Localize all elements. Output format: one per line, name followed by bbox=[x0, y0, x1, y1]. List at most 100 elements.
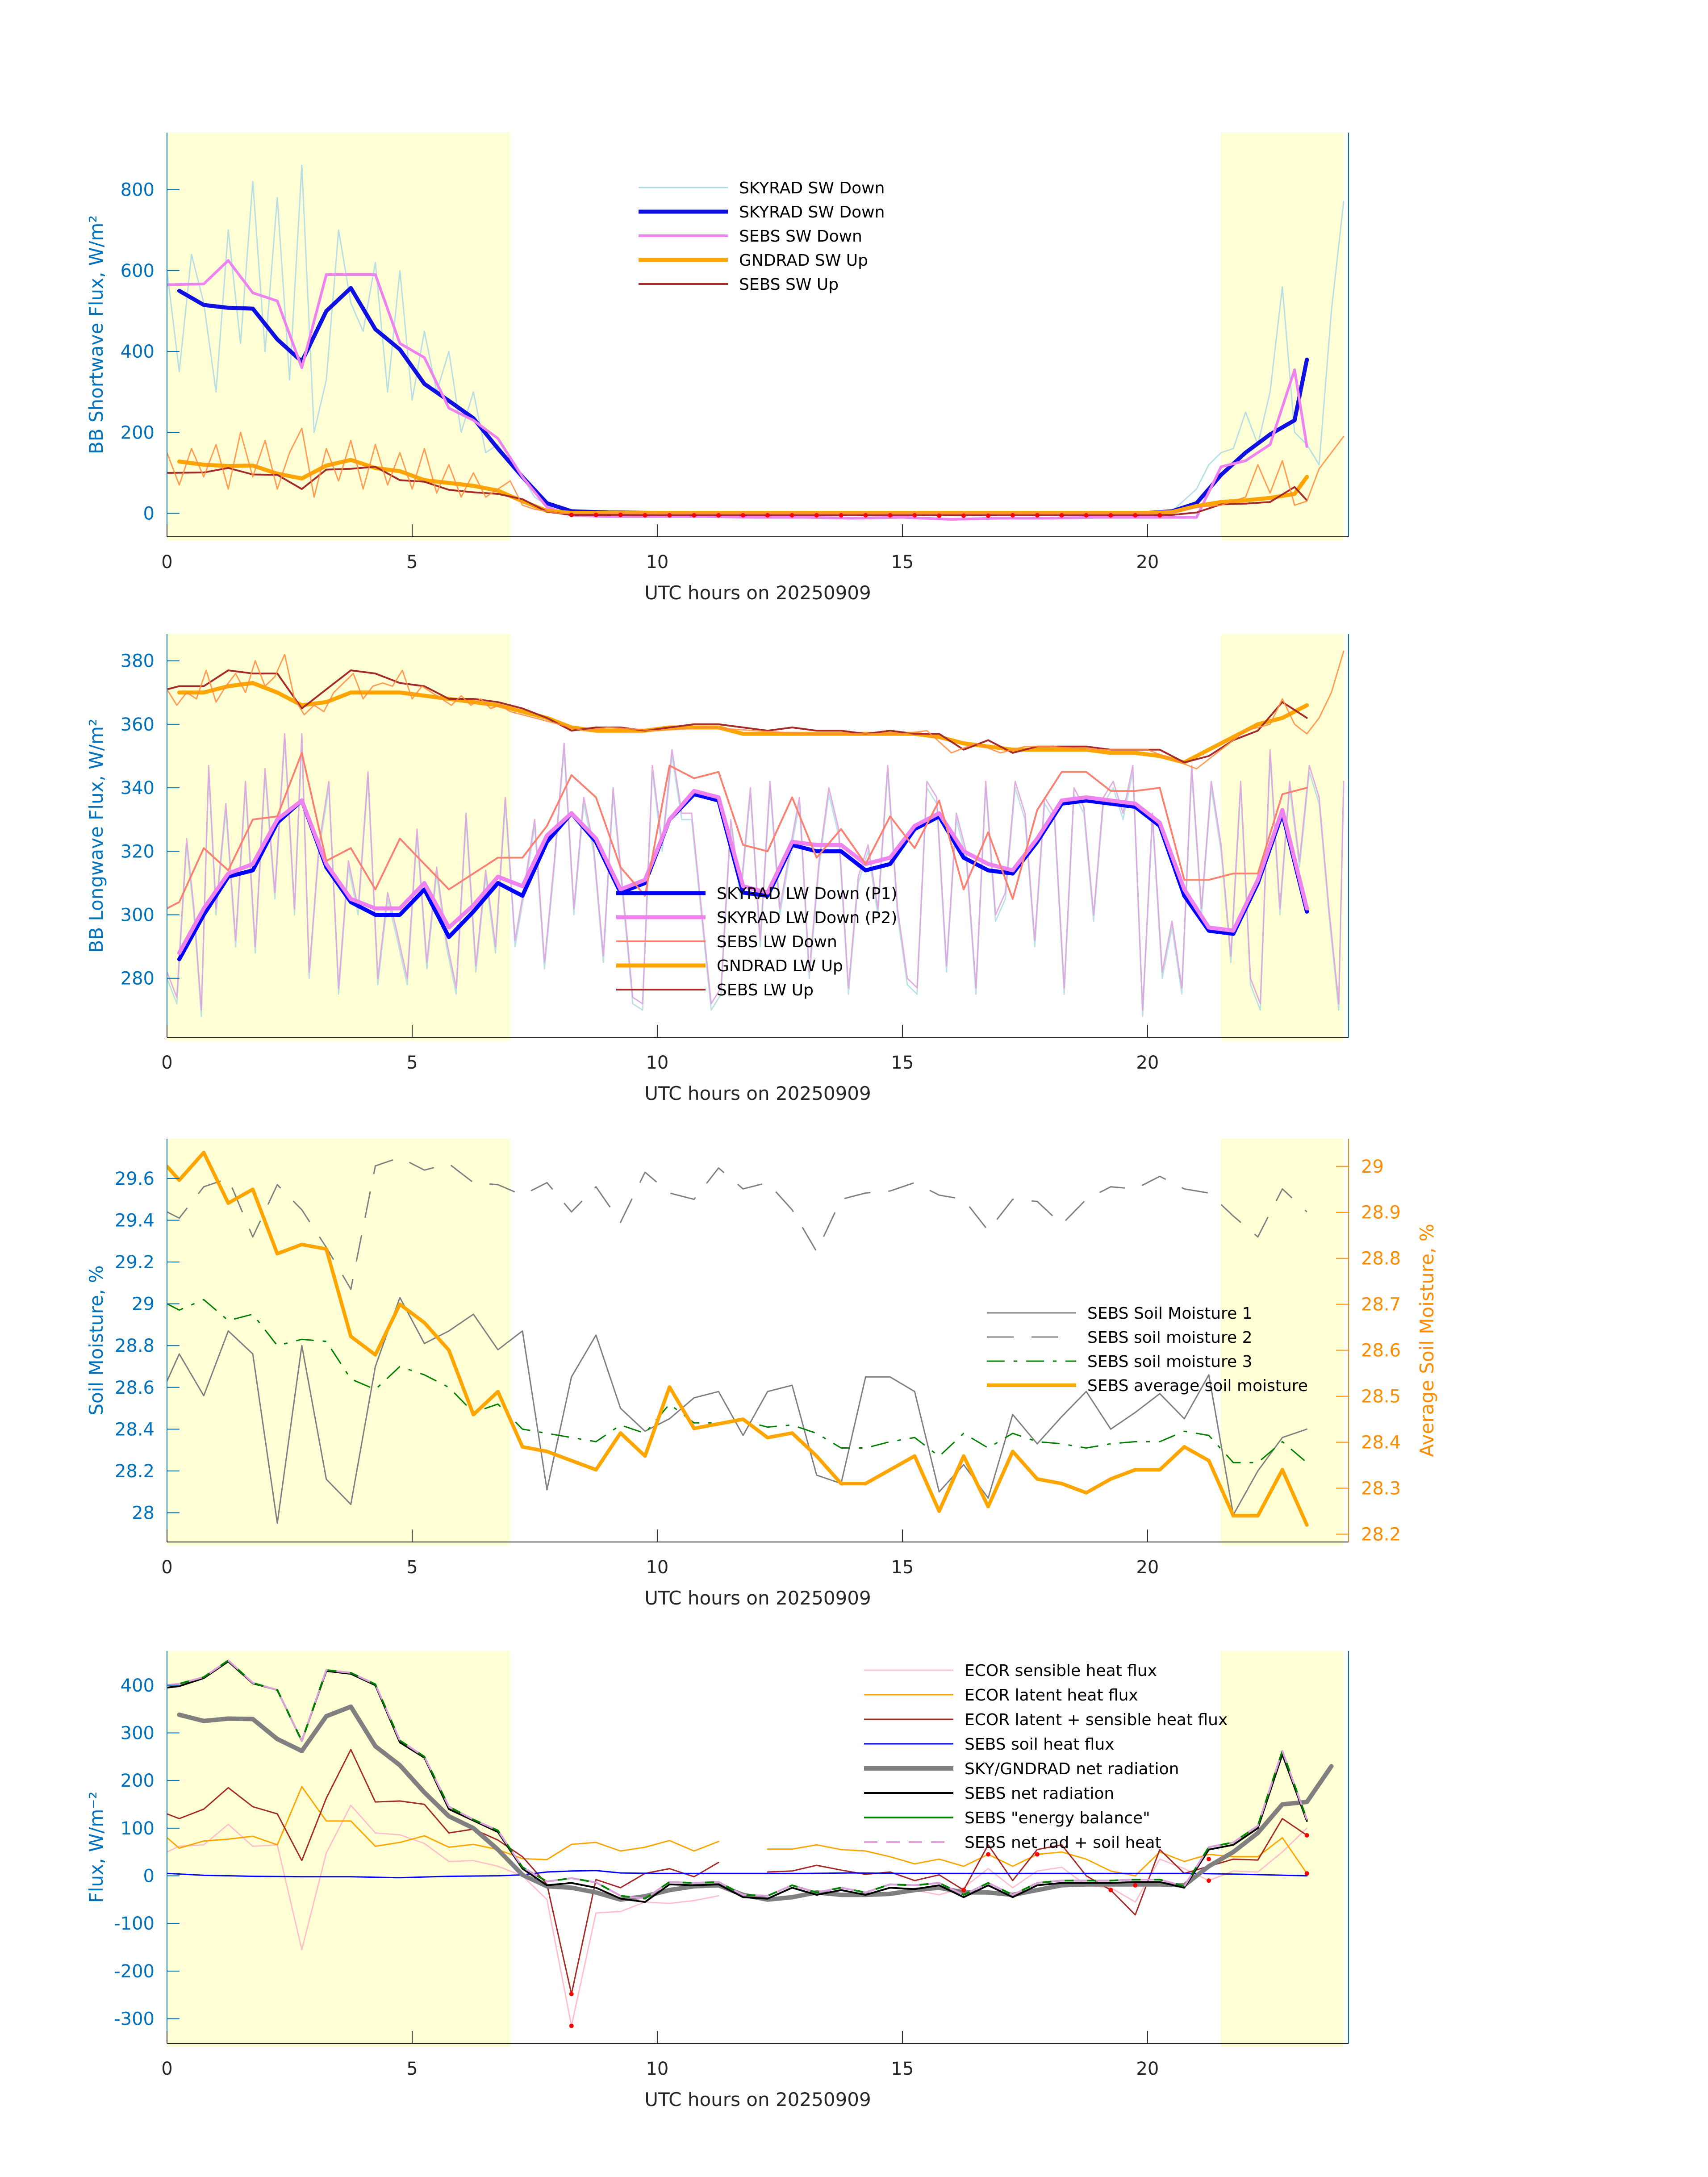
y-tick-label: 380 bbox=[121, 651, 155, 672]
y-tick-label: 400 bbox=[121, 342, 155, 362]
series-line-gndrad-sw-up-raw- bbox=[167, 427, 1345, 514]
series-line-sebs-sw-down bbox=[167, 259, 1308, 521]
y-tick-label: 28.8 bbox=[115, 1336, 155, 1356]
flag-marker bbox=[716, 513, 721, 518]
y-axis-label: BB Longwave Flux, W/m² bbox=[85, 719, 107, 953]
y-tick-label: 100 bbox=[121, 1818, 155, 1839]
y-tick-label: 300 bbox=[121, 905, 155, 926]
x-tick-label: 20 bbox=[1136, 1053, 1159, 1073]
series-line-sebs-average-soil-moisture bbox=[167, 1150, 1309, 1527]
series-line-sebs-net-radiation bbox=[167, 1660, 1308, 1903]
y-tick-label: 360 bbox=[121, 715, 155, 735]
flag-marker bbox=[1304, 1833, 1309, 1838]
x-tick-label: 20 bbox=[1136, 552, 1159, 572]
legend-entry: SEBS net radiation bbox=[965, 1784, 1114, 1803]
flag-marker bbox=[814, 513, 819, 518]
series-line-gndrad-lw-up-raw- bbox=[167, 650, 1345, 769]
panel-energy-flux: 0 5 10 15 20 -300 -200 -100 0 100 200 300 400 UTC hou… bbox=[85, 1651, 1349, 2110]
flag-marker bbox=[741, 513, 746, 518]
flag-marker bbox=[569, 513, 574, 518]
legend-entry: SKYRAD LW Down (P2) bbox=[717, 909, 897, 927]
flag-marker bbox=[986, 513, 991, 518]
x-tick-label: 0 bbox=[161, 1557, 172, 1578]
series-line-skyrad-lw-down-p1- bbox=[177, 792, 1309, 961]
flag-marker bbox=[1059, 513, 1064, 518]
y-right-tick-label: 28.4 bbox=[1361, 1433, 1401, 1453]
x-tick-label: 15 bbox=[891, 2059, 914, 2079]
flag-marker bbox=[863, 513, 868, 518]
flag-marker bbox=[1108, 1888, 1113, 1893]
legend-entry: SKYRAD SW Down bbox=[739, 179, 885, 197]
y-tick-label: 0 bbox=[143, 503, 155, 524]
flag-marker bbox=[1157, 513, 1162, 518]
legend-entry: GNDRAD SW Up bbox=[739, 251, 868, 270]
legend-entry: ECOR latent heat flux bbox=[965, 1686, 1138, 1705]
flag-marker bbox=[1108, 513, 1113, 518]
flag-marker bbox=[789, 513, 794, 518]
x-tick-label: 10 bbox=[646, 1053, 668, 1073]
x-tick-label: 0 bbox=[161, 2059, 172, 2079]
flag-marker bbox=[1035, 513, 1040, 518]
legend: SKYRAD LW Down (P1) SKYRAD LW Down (P2) SE… bbox=[616, 885, 897, 999]
legend-entry: SKYRAD SW Down bbox=[739, 203, 885, 221]
y-axis-label: Flux, W/m⁻² bbox=[85, 1792, 107, 1903]
legend-entry: GNDRAD LW Up bbox=[717, 957, 843, 975]
flag-marker bbox=[1207, 1857, 1211, 1862]
series-line-sebs-soil-moisture-2 bbox=[167, 1157, 1307, 1290]
x-tick-label: 20 bbox=[1136, 1557, 1159, 1578]
series-line-sebs-lw-down bbox=[167, 752, 1308, 910]
flag-marker bbox=[1304, 1871, 1309, 1876]
flag-marker bbox=[1010, 513, 1015, 518]
x-tick-label: 5 bbox=[406, 2059, 418, 2079]
flag-marker bbox=[961, 1888, 966, 1893]
flag-marker bbox=[569, 1992, 574, 1997]
daylight-shading bbox=[1221, 1651, 1344, 2047]
y-tick-label: 29 bbox=[132, 1294, 155, 1315]
flag-marker bbox=[1084, 513, 1089, 518]
y-tick-label: 300 bbox=[121, 1723, 155, 1743]
flag-marker bbox=[667, 513, 672, 518]
legend-entry: SEBS soil heat flux bbox=[965, 1735, 1115, 1754]
legend-entry: SEBS average soil moisture bbox=[1087, 1377, 1308, 1395]
y-tick-label: 29.4 bbox=[115, 1210, 155, 1231]
legend-entry: SEBS LW Up bbox=[717, 981, 814, 999]
x-tick-label: 20 bbox=[1136, 2059, 1159, 2079]
legend-entry: SEBS SW Up bbox=[739, 276, 839, 294]
flag-marker bbox=[961, 513, 966, 518]
legend-entry: SEBS SW Down bbox=[739, 227, 862, 246]
y-right-tick-label: 28.2 bbox=[1361, 1524, 1401, 1545]
y-right-tick-label: 28.8 bbox=[1361, 1249, 1401, 1269]
daylight-shading bbox=[1221, 634, 1344, 1041]
y-tick-label: 28.2 bbox=[115, 1461, 155, 1482]
y-right-tick-label: 28.7 bbox=[1361, 1295, 1401, 1315]
flag-marker bbox=[618, 513, 623, 518]
y-tick-label: -200 bbox=[114, 1961, 155, 1982]
legend-entry: ECOR sensible heat flux bbox=[965, 1662, 1157, 1680]
y-tick-label: 320 bbox=[121, 841, 155, 862]
y-axis-label: Soil Moisture, % bbox=[85, 1265, 107, 1415]
flag-marker bbox=[1133, 1883, 1138, 1888]
legend-entry: SEBS net rad + soil heat bbox=[965, 1834, 1161, 1852]
y-right-tick-label: 28.5 bbox=[1361, 1387, 1401, 1407]
series-line-skyrad-lw-down-p2-raw- bbox=[167, 733, 1345, 1011]
y-tick-label: 0 bbox=[143, 1866, 155, 1887]
y-right-tick-label: 28.9 bbox=[1361, 1203, 1401, 1223]
y-right-tick-label: 28.3 bbox=[1361, 1479, 1401, 1499]
panel-soil-moisture: 0 5 10 15 20 28 28.2 28.4 28.6 28.8 29 29.2 29.4 29.6… bbox=[85, 1139, 1438, 1609]
y-tick-label: 800 bbox=[121, 180, 155, 201]
series-line-sebs-soil-moisture-1 bbox=[167, 1297, 1308, 1524]
flag-marker bbox=[986, 1852, 991, 1857]
legend-entry: SKY/GNDRAD net radiation bbox=[965, 1760, 1179, 1778]
daylight-shading bbox=[1221, 133, 1344, 540]
series-line-skyrad-lw-down-p2- bbox=[177, 789, 1309, 955]
plot-area bbox=[167, 164, 1345, 521]
flag-marker bbox=[839, 513, 844, 518]
x-tick-label: 10 bbox=[646, 2059, 668, 2079]
y-tick-label: -100 bbox=[114, 1914, 155, 1934]
legend-entry: SEBS soil moisture 3 bbox=[1087, 1353, 1252, 1371]
daylight-shading bbox=[167, 1139, 510, 1546]
flag-marker bbox=[569, 2023, 574, 2028]
legend-entry: SEBS LW Down bbox=[717, 933, 837, 951]
x-tick-label: 15 bbox=[891, 552, 914, 572]
